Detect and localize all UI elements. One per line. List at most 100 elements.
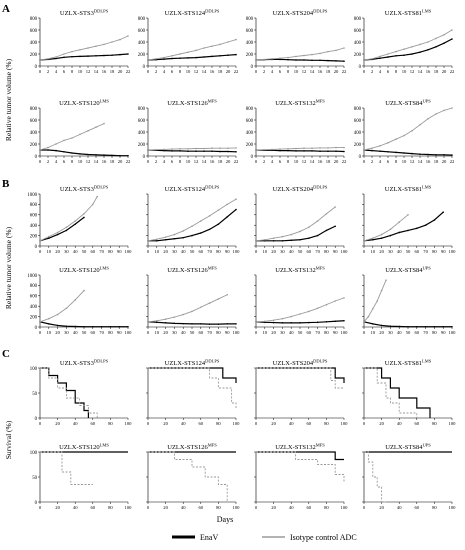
data-point bbox=[47, 58, 49, 60]
data-point bbox=[200, 220, 202, 222]
panel-b-2: UZLX-STS124DDLPS 0 10 20 30 40 50 60 70 80 90 100 bbox=[146, 185, 240, 254]
data-point bbox=[299, 313, 301, 315]
data-point bbox=[164, 236, 167, 238]
x-tick-label: 6 bbox=[171, 69, 174, 74]
data-point bbox=[443, 42, 445, 44]
data-point bbox=[187, 148, 189, 150]
x-tick-label: 22 bbox=[450, 159, 455, 164]
data-point bbox=[182, 230, 184, 232]
data-point bbox=[211, 147, 213, 149]
data-point bbox=[395, 50, 397, 53]
x-tick-label: 80 bbox=[216, 330, 221, 335]
panel-title: UZLX-STS3DDLPS bbox=[60, 359, 109, 368]
data-point bbox=[179, 57, 181, 59]
data-point bbox=[316, 220, 319, 222]
x-tick-label: 50 bbox=[406, 249, 411, 254]
data-point bbox=[363, 321, 365, 323]
x-tick-label: 60 bbox=[91, 421, 96, 426]
data-point bbox=[203, 56, 205, 58]
data-point bbox=[127, 35, 129, 37]
data-point bbox=[227, 147, 229, 149]
panel-title: UZLX-STS124DDLPS bbox=[165, 185, 220, 194]
x-tick-label: 80 bbox=[432, 505, 437, 510]
series-line-isotype bbox=[363, 280, 387, 323]
data-point bbox=[411, 46, 413, 48]
x-tick-label: 14 bbox=[202, 69, 207, 74]
data-point bbox=[343, 146, 345, 149]
x-tick-label: 2 bbox=[263, 159, 266, 164]
data-point bbox=[308, 310, 310, 313]
x-tick-label: 100 bbox=[233, 330, 241, 335]
series-line-enav bbox=[40, 149, 128, 157]
data-point bbox=[389, 234, 392, 237]
y-tick-label: 600 bbox=[246, 29, 254, 34]
y-tick-label: 200 bbox=[354, 143, 362, 148]
y-tick-label: 600 bbox=[30, 295, 38, 300]
data-point bbox=[211, 150, 213, 152]
data-point bbox=[226, 323, 228, 325]
x-tick-label: 16 bbox=[426, 159, 431, 164]
data-point bbox=[385, 279, 387, 282]
x-tick-label: 80 bbox=[108, 505, 113, 510]
y-tick-label: 0 bbox=[251, 155, 254, 160]
data-point bbox=[182, 236, 184, 239]
x-tick-label: 90 bbox=[225, 330, 230, 335]
x-tick-label: 100 bbox=[449, 421, 457, 426]
data-point bbox=[435, 37, 437, 40]
data-point bbox=[103, 43, 105, 46]
x-tick-label: 0 bbox=[147, 159, 150, 164]
data-point bbox=[191, 225, 193, 228]
y-tick-label: 800 bbox=[246, 17, 254, 22]
x-tick-label: 0 bbox=[255, 330, 258, 335]
x-tick-label: 80 bbox=[216, 249, 221, 254]
x-tick-label: 4 bbox=[271, 159, 274, 164]
data-point bbox=[303, 54, 305, 57]
data-point bbox=[200, 323, 202, 325]
series-line-enav bbox=[364, 367, 431, 418]
x-tick-label: 20 bbox=[118, 69, 123, 74]
y-tick-label: 600 bbox=[354, 29, 362, 34]
x-tick-label: 80 bbox=[432, 330, 437, 335]
data-point bbox=[235, 147, 237, 149]
series-line-enav bbox=[255, 149, 345, 153]
x-tick-label: 12 bbox=[302, 159, 307, 164]
data-point bbox=[195, 150, 197, 152]
panel-c-6: UZLX-STS126MFS 0 20 40 60 80 100 bbox=[146, 443, 240, 510]
data-point bbox=[263, 148, 265, 151]
series-line-isotype bbox=[255, 206, 336, 242]
data-point bbox=[279, 58, 281, 61]
x-tick-label: 40 bbox=[289, 505, 294, 510]
x-tick-label: 90 bbox=[225, 249, 230, 254]
data-point bbox=[316, 307, 319, 310]
x-tick-label: 60 bbox=[307, 249, 312, 254]
y-tick-label: 400 bbox=[30, 305, 38, 310]
x-tick-label: 0 bbox=[39, 159, 42, 164]
data-point bbox=[299, 230, 301, 233]
data-point bbox=[272, 237, 275, 239]
data-point bbox=[155, 148, 157, 151]
x-tick-label: 80 bbox=[108, 249, 113, 254]
series-line-isotype bbox=[256, 367, 344, 389]
x-tick-label: 20 bbox=[442, 69, 447, 74]
x-tick-label: 40 bbox=[397, 505, 402, 510]
x-tick-label: 18 bbox=[326, 159, 331, 164]
x-tick-label: 0 bbox=[255, 69, 258, 74]
x-tick-label: 0 bbox=[147, 505, 150, 510]
data-point bbox=[380, 324, 383, 327]
panel-b-8: UZLX-STS84UPS 0 10 20 30 40 50 60 70 80 90 100 bbox=[362, 266, 456, 335]
data-point bbox=[95, 154, 97, 156]
series-line-enav bbox=[363, 38, 453, 61]
data-point bbox=[79, 49, 81, 51]
data-point bbox=[71, 152, 73, 154]
data-point bbox=[287, 148, 289, 150]
y-tick-label: 800 bbox=[30, 17, 38, 22]
data-point bbox=[443, 34, 445, 36]
data-point bbox=[187, 51, 189, 53]
data-point bbox=[235, 208, 237, 211]
x-tick-label: 16 bbox=[210, 159, 215, 164]
panel-title: UZLX-STS120LMS bbox=[59, 443, 109, 452]
y-tick-label: 200 bbox=[354, 53, 362, 58]
x-tick-label: 0 bbox=[147, 421, 150, 426]
